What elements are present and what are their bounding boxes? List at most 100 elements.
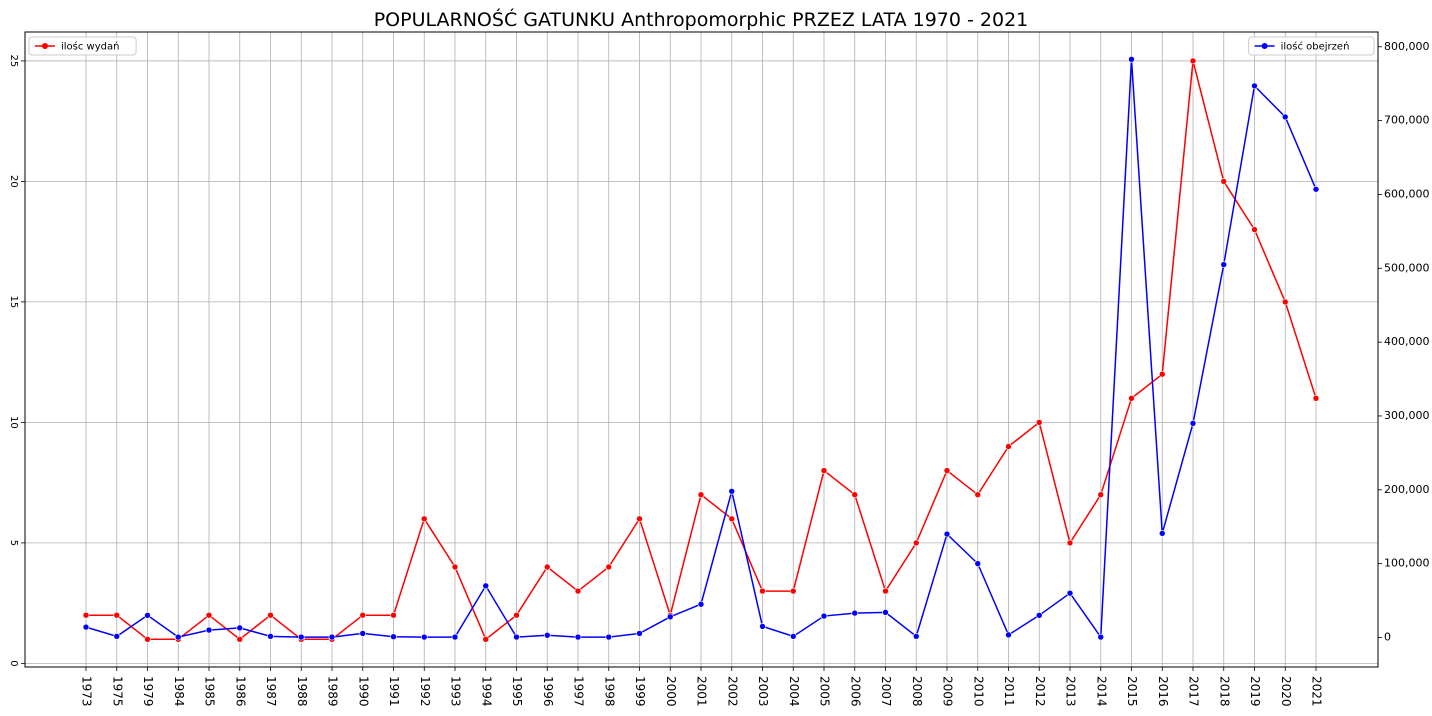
data-point xyxy=(789,587,797,595)
x-tick-label: 2018 xyxy=(1217,676,1231,707)
x-tick-label: 1999 xyxy=(633,676,647,707)
data-point xyxy=(759,623,766,630)
x-tick-label: 2011 xyxy=(1002,676,1016,707)
left-tick-label: 5 xyxy=(8,540,19,546)
data-point xyxy=(851,491,859,498)
x-tick-label: 2001 xyxy=(695,676,709,707)
data-point xyxy=(1189,420,1197,427)
right-tick-label: 700,000 xyxy=(1384,114,1430,127)
x-tick-label: 2010 xyxy=(971,676,985,707)
data-point xyxy=(697,491,705,498)
data-point xyxy=(1281,113,1289,121)
data-point xyxy=(1005,631,1012,639)
left-tick-label: 25 xyxy=(8,55,19,68)
data-point xyxy=(328,633,336,641)
x-tick-label: 1994 xyxy=(479,676,493,707)
data-point xyxy=(451,563,459,571)
x-tick-label: 2016 xyxy=(1156,676,1170,707)
legend-swatch-marker xyxy=(1261,43,1268,49)
x-tick-label: 2005 xyxy=(818,676,832,707)
plot-frame xyxy=(24,31,1379,668)
data-point xyxy=(1251,82,1258,90)
x-tick-label: 1986 xyxy=(233,676,247,707)
data-point xyxy=(144,635,151,643)
right-tick-label: 100,000 xyxy=(1384,557,1430,570)
right-tick-label: 800,000 xyxy=(1384,40,1430,53)
data-point xyxy=(267,633,274,640)
grid xyxy=(25,32,1378,667)
data-point xyxy=(728,487,736,495)
legend-swatch-marker xyxy=(42,43,48,49)
data-point xyxy=(943,530,951,538)
x-tick-label: 1989 xyxy=(326,676,340,707)
left-tick-label: 10 xyxy=(8,416,19,429)
x-tick-label: 1973 xyxy=(80,676,94,707)
right-tick-label: 200,000 xyxy=(1384,483,1430,496)
data-point xyxy=(1097,633,1105,641)
axes: 1973 1975 1979 1984 1985 1986 1987 1988 1989 1990… xyxy=(8,31,1430,707)
data-point xyxy=(605,563,613,571)
x-tick-label: 2013 xyxy=(1064,676,1078,707)
data-point xyxy=(882,587,889,595)
x-tick-label: 2000 xyxy=(664,676,678,707)
data-point xyxy=(236,624,244,632)
legend-top-right: ilość obejrzeń xyxy=(1248,36,1375,56)
data-point xyxy=(912,539,920,547)
x-tick-label: 1979 xyxy=(141,676,155,707)
x-tick-label: 2006 xyxy=(848,676,862,707)
data-point xyxy=(174,633,182,641)
data-point xyxy=(543,631,551,639)
data-point xyxy=(882,609,889,616)
x-tick-label: 1995 xyxy=(510,676,524,707)
x-tick-label: 2015 xyxy=(1125,676,1139,707)
data-point xyxy=(1220,261,1228,268)
x-tick-label: 2020 xyxy=(1279,676,1293,707)
data-point xyxy=(390,633,397,641)
data-point xyxy=(1220,178,1228,185)
data-point xyxy=(697,600,705,608)
data-point xyxy=(1251,226,1258,233)
data-point xyxy=(82,611,90,619)
x-tick-label: 1993 xyxy=(449,676,463,707)
data-point xyxy=(1035,419,1043,426)
data-point xyxy=(513,633,520,641)
left-tick-label: 0 xyxy=(8,660,19,666)
x-tick-label: 2007 xyxy=(879,676,893,707)
data-point xyxy=(974,491,982,498)
data-point xyxy=(113,611,121,619)
data-point xyxy=(789,633,797,640)
data-point xyxy=(1005,443,1012,450)
data-point xyxy=(543,563,551,571)
data-point xyxy=(1158,370,1166,378)
data-point xyxy=(1128,56,1135,63)
x-tick-label: 2017 xyxy=(1187,676,1201,707)
right-tick-label: 600,000 xyxy=(1384,187,1430,200)
legend-label: ilość obejrzeń xyxy=(1281,41,1350,53)
x-tick-label: 2019 xyxy=(1248,676,1262,707)
data-point xyxy=(943,467,951,474)
chart-title: POPULARNOŚĆ GATUNKU Anthropomorphic PRZE… xyxy=(374,7,1029,31)
x-tick-label: 1987 xyxy=(264,676,278,707)
x-tick-label: 1992 xyxy=(418,676,432,707)
data-point xyxy=(144,612,151,619)
data-point xyxy=(420,515,428,523)
data-point xyxy=(1281,298,1289,306)
x-tick-label: 2002 xyxy=(725,676,739,707)
series-2 xyxy=(82,56,1320,641)
data-point xyxy=(1158,530,1166,537)
data-point xyxy=(359,611,367,619)
x-tick-label: 2021 xyxy=(1310,676,1324,707)
data-point xyxy=(1128,394,1135,402)
data-point xyxy=(482,635,490,643)
series-layer xyxy=(82,56,1320,643)
data-point xyxy=(205,626,213,634)
x-tick-label: 1985 xyxy=(203,676,217,707)
data-point xyxy=(636,515,643,523)
data-point xyxy=(359,630,367,637)
series-1 xyxy=(82,57,1320,643)
right-tick-label: 300,000 xyxy=(1384,409,1430,422)
left-tick-label: 15 xyxy=(8,296,19,309)
data-point xyxy=(1097,491,1105,498)
right-tick-label: 400,000 xyxy=(1384,335,1430,348)
